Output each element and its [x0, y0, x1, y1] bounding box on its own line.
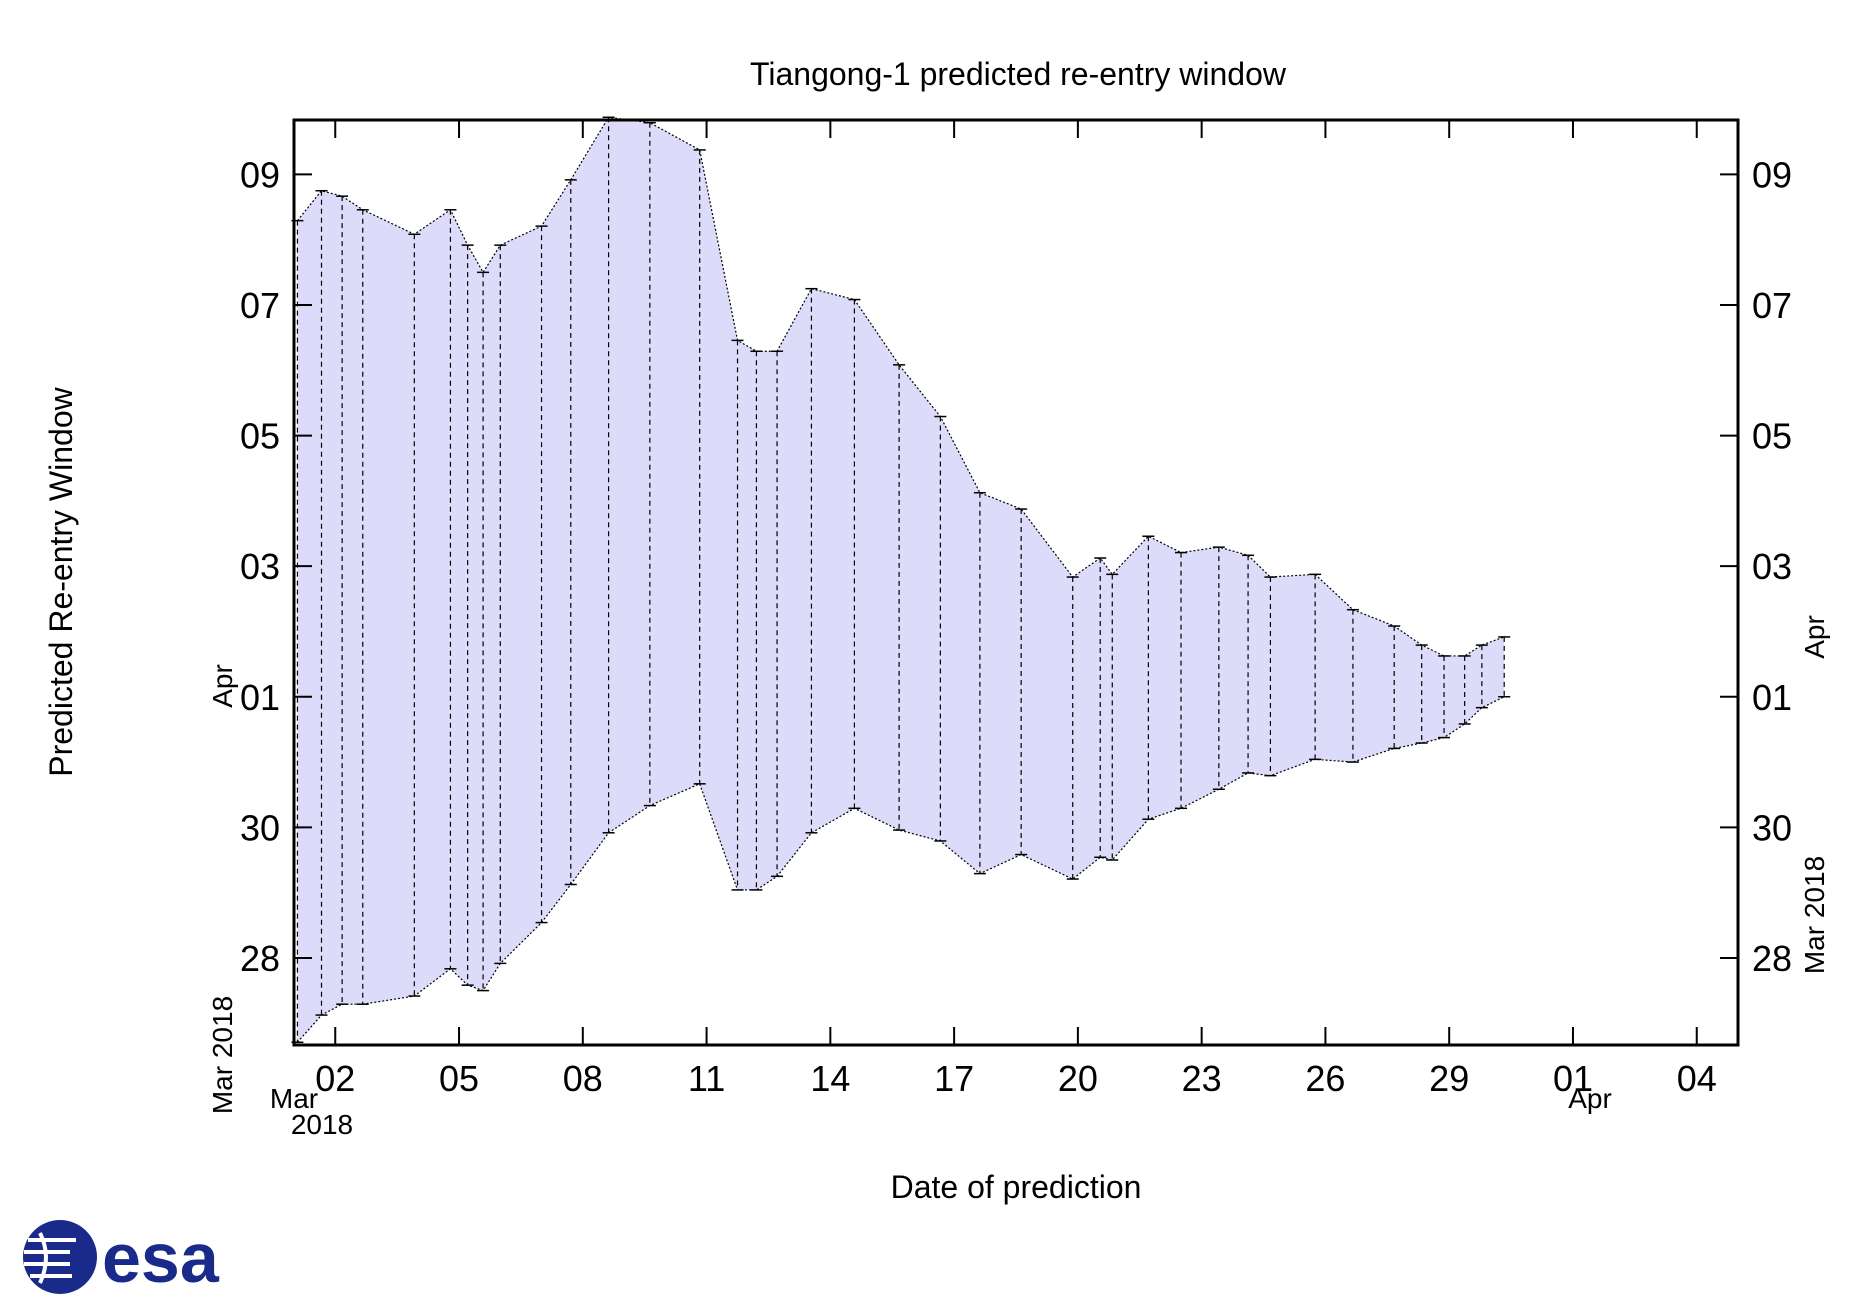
y-tick-label-right: 01: [1752, 677, 1792, 718]
y-tick-label-left: 28: [240, 938, 280, 979]
prediction-errorbar: [893, 364, 906, 831]
prediction-errorbar: [693, 149, 706, 785]
prediction-errorbar: [1415, 644, 1428, 744]
prediction-errorbar: [771, 350, 784, 878]
prediction-errorbar: [1106, 573, 1119, 861]
x-tick-label: 20: [1058, 1058, 1098, 1099]
x-axis: 02 05 08 11 14 17 20 23 26 29 01 04: [315, 120, 1717, 1099]
prediction-errorbar: [564, 179, 577, 886]
prediction-errorbar: [1309, 573, 1322, 761]
y-tick-label-right: 03: [1752, 546, 1792, 587]
prediction-errorbar: [602, 116, 615, 834]
prediction-errorbar: [1498, 636, 1511, 698]
x-tick-label: 14: [810, 1058, 850, 1099]
prediction-errorbar: [973, 491, 986, 875]
prediction-errorbar: [805, 287, 818, 834]
prediction-errorbar: [1475, 644, 1488, 709]
prediction-errorbar: [934, 415, 947, 842]
prediction-errorbar: [336, 195, 349, 1005]
prediction-errorbar: [494, 244, 507, 965]
x-tick-label: 01: [1553, 1058, 1593, 1099]
x-tick-label: 17: [934, 1058, 974, 1099]
x-axis-start-month-label: Mar: [270, 1083, 318, 1114]
prediction-errorbar: [1175, 551, 1188, 810]
y-tick-label-right: 05: [1752, 416, 1792, 457]
x-tick-label: 05: [439, 1058, 479, 1099]
prediction-errorbar: [1066, 576, 1079, 880]
esa-logo-wordmark: esa: [102, 1219, 220, 1297]
esa-logo: esa: [23, 1219, 220, 1297]
x-axis-title: Date of prediction: [891, 1169, 1142, 1205]
prediction-errorbar: [1458, 655, 1471, 725]
chart-title: Tiangong-1 predicted re-entry window: [750, 56, 1287, 92]
x-tick-label: 02: [315, 1058, 355, 1099]
y-axis-left-lower-label: Mar 2018: [207, 996, 238, 1114]
prediction-errorbar: [1094, 557, 1107, 859]
y-tick-label-left: 05: [240, 416, 280, 457]
prediction-errorbar: [750, 350, 763, 891]
x-tick-label: 08: [563, 1058, 603, 1099]
plot-area: [291, 116, 1511, 1044]
prediction-errorbar: [1388, 625, 1401, 750]
y-axis: 28 28 30 30 01 01 03 03 05 05 07 07 09 09: [240, 154, 1792, 979]
prediction-errorbar: [848, 298, 861, 810]
x-tick-label: 23: [1182, 1058, 1222, 1099]
x-axis-end-month-label: Apr: [1568, 1083, 1612, 1114]
prediction-errorbar: [643, 121, 656, 807]
y-tick-label-right: 28: [1752, 938, 1792, 979]
x-tick-label: 11: [688, 1058, 725, 1099]
x-tick-label: 04: [1677, 1058, 1717, 1099]
prediction-errorbar: [1346, 608, 1359, 763]
y-axis-left-upper-label: Apr: [207, 664, 238, 708]
prediction-errorbar: [356, 209, 369, 1005]
prediction-errorbar: [1264, 576, 1277, 777]
y-tick-label-right: 30: [1752, 807, 1792, 848]
y-tick-label-left: 30: [240, 807, 280, 848]
y-axis-right-lower-label: Mar 2018: [1799, 856, 1830, 974]
y-tick-label-left: 03: [240, 546, 280, 587]
prediction-errorbar: [1142, 535, 1155, 820]
y-axis-title: Predicted Re-entry Window: [43, 386, 79, 776]
prediction-errorbar: [315, 189, 328, 1016]
x-tick-label: 26: [1305, 1058, 1345, 1099]
y-axis-right-upper-label: Apr: [1799, 615, 1830, 659]
esa-logo-globe-icon: [23, 1220, 97, 1294]
prediction-errorbar: [444, 209, 457, 970]
prediction-errorbar: [477, 271, 490, 992]
window-area: [297, 117, 1505, 1043]
y-tick-label-left: 09: [240, 154, 280, 195]
prediction-errorbar: [731, 339, 744, 891]
x-axis-start-year-label: 2018: [291, 1109, 353, 1140]
prediction-errorbar: [1242, 554, 1255, 774]
prediction-errorbar: [535, 225, 548, 924]
y-tick-label-right: 09: [1752, 154, 1792, 195]
y-tick-label-left: 07: [240, 285, 280, 326]
prediction-errorbar: [461, 244, 474, 986]
prediction-errorbar: [408, 233, 421, 997]
x-tick-label: 29: [1429, 1058, 1469, 1099]
plot-frame: [292, 118, 1740, 1047]
prediction-errorbar: [1438, 655, 1451, 739]
prediction-errorbar: [1212, 546, 1225, 791]
y-tick-label-left: 01: [240, 677, 280, 718]
y-tick-label-right: 07: [1752, 285, 1792, 326]
prediction-errorbar: [1015, 508, 1028, 856]
